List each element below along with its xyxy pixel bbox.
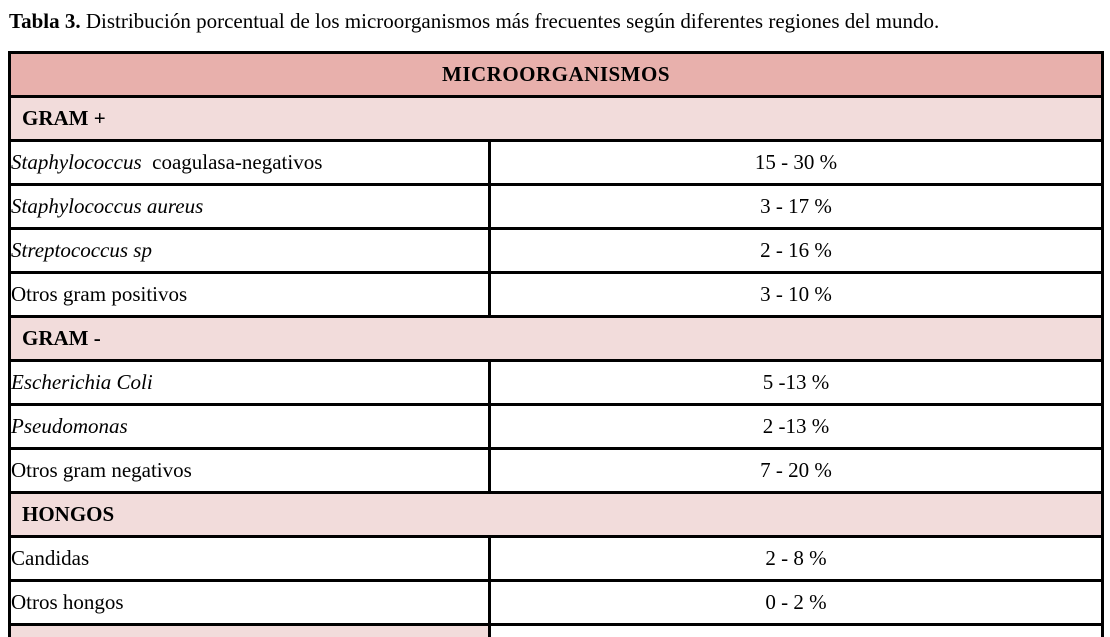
organism-value: 2 -13 % <box>487 403 1105 450</box>
microorganisms-table: MICROORGANISMOS GRAM + Staphylococcus co… <box>7 51 1105 637</box>
organism-name: Staphylococcus aureus <box>8 183 491 230</box>
organism-name-italic: Staphylococcus <box>11 150 142 174</box>
table-row: Pseudomonas 2 -13 % <box>8 403 1105 450</box>
organism-name-regular: Otros gram negativos <box>11 458 192 482</box>
table-row: Escherichia Coli 5 -13 % <box>8 359 1105 406</box>
organism-name-regular: Candidas <box>11 546 90 570</box>
organism-name-regular: Otros hongos <box>11 590 124 614</box>
section-label: GRAM + <box>7 95 1105 142</box>
organism-name: Pseudomonas <box>8 403 491 450</box>
organism-value: 5 -13 % <box>487 359 1105 406</box>
caption-text: Distribución porcentual de los microorga… <box>85 9 940 33</box>
table-row: Candidas 2 - 8 % <box>8 535 1105 582</box>
organism-name-italic: Escherichia Coli <box>11 370 153 394</box>
row-cultivo-negativo: CULTIVO NEGATIVO 10 - 26 % <box>8 623 1105 637</box>
table-row: Otros hongos 0 - 2 % <box>8 579 1105 626</box>
table-row: Streptococcus sp 2 - 16 % <box>8 227 1105 274</box>
organism-name: Staphylococcus coagulasa-negativos <box>8 139 491 186</box>
organism-name-regular: coagulasa-negativos <box>141 150 323 174</box>
section-label: HONGOS <box>7 491 1105 538</box>
organism-value: 7 - 20 % <box>487 447 1105 494</box>
organism-name-italic: Streptococcus sp <box>11 238 152 262</box>
organism-value: 2 - 8 % <box>487 535 1105 582</box>
organism-name: Otros hongos <box>8 579 491 626</box>
table-title: MICROORGANISMOS <box>7 51 1105 98</box>
organism-name-regular: Otros gram positivos <box>11 282 188 306</box>
organism-name-italic: Pseudomonas <box>11 414 128 438</box>
organism-name: Candidas <box>8 535 491 582</box>
caption-label: Tabla 3. <box>9 9 81 33</box>
organism-name: Otros gram negativos <box>8 447 491 494</box>
organism-value: 0 - 2 % <box>487 579 1105 626</box>
table-caption: Tabla 3. Distribución porcentual de los … <box>9 7 1102 35</box>
section-header-hongos: HONGOS <box>7 491 1105 538</box>
section-header-gram-positive: GRAM + <box>7 95 1105 142</box>
organism-name: Otros gram positivos <box>8 271 491 318</box>
organism-name: Escherichia Coli <box>8 359 491 406</box>
table-row: Otros gram positivos 3 - 10 % <box>8 271 1105 318</box>
table-title-row: MICROORGANISMOS <box>7 51 1105 98</box>
organism-value: 3 - 17 % <box>487 183 1105 230</box>
organism-value: 2 - 16 % <box>487 227 1105 274</box>
cultivo-negativo-label: CULTIVO NEGATIVO <box>8 623 491 637</box>
organism-name-italic: Staphylococcus aureus <box>11 194 204 218</box>
table-row: Otros gram negativos 7 - 20 % <box>8 447 1105 494</box>
table-row: Staphylococcus aureus 3 - 17 % <box>8 183 1105 230</box>
table-row: Staphylococcus coagulasa-negativos 15 - … <box>8 139 1105 186</box>
organism-value: 15 - 30 % <box>487 139 1105 186</box>
cultivo-negativo-value: 10 - 26 % <box>487 623 1105 637</box>
organism-value: 3 - 10 % <box>487 271 1105 318</box>
organism-name: Streptococcus sp <box>8 227 491 274</box>
section-label: GRAM - <box>7 315 1105 362</box>
section-header-gram-negative: GRAM - <box>7 315 1105 362</box>
